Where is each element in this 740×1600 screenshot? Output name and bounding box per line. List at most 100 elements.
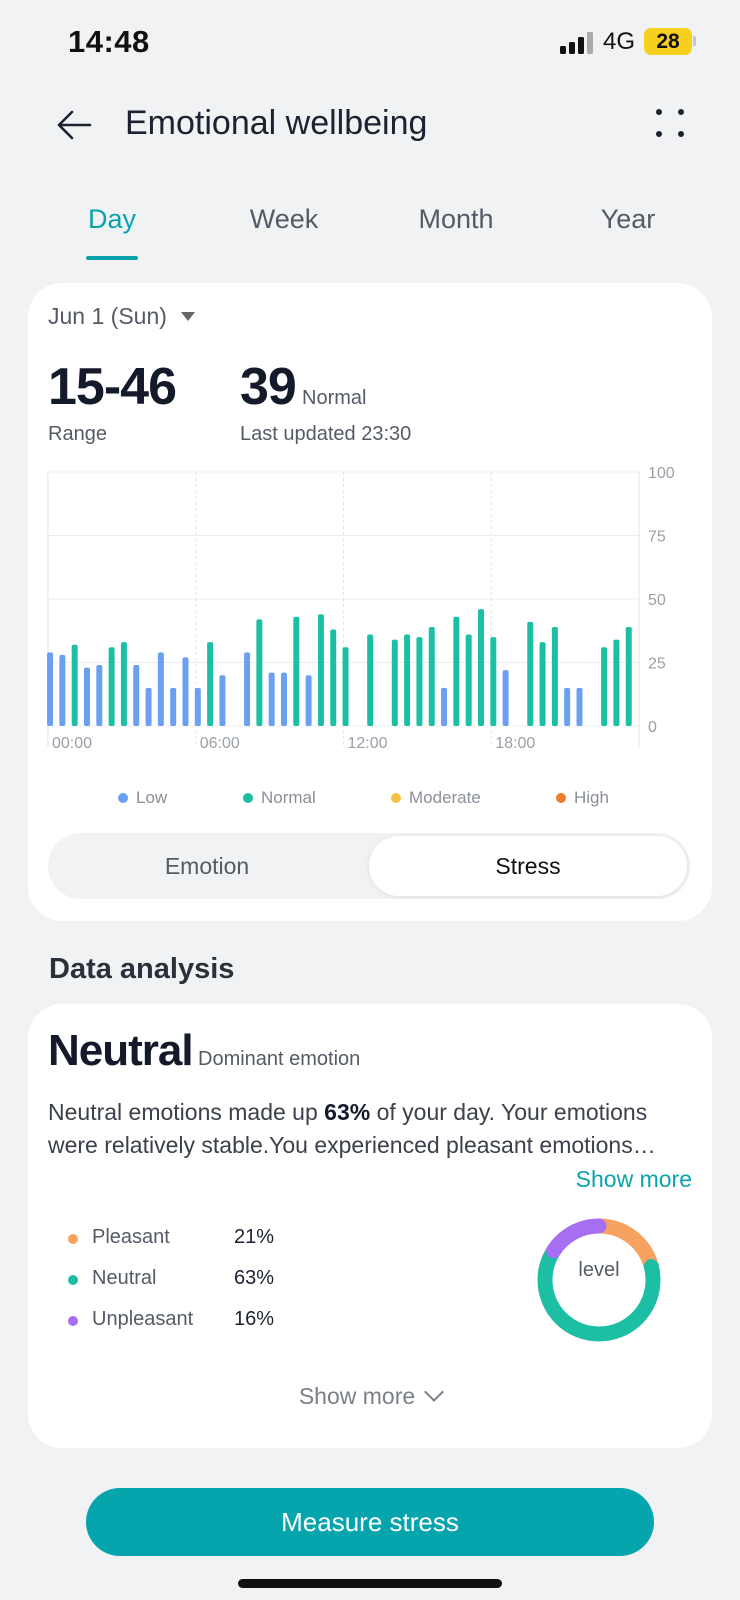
- stress-bar-normal: [256, 619, 263, 726]
- stress-chart: 0 25 50 75 100 00:00 06:00 12:00 18:00: [47, 465, 675, 752]
- legend-dot-moderate: [391, 793, 401, 803]
- donut-segment-neutral: [537, 1218, 661, 1342]
- stress-bar-normal: [367, 634, 374, 726]
- stress-bar-low: [305, 675, 312, 726]
- x-tick-label: 00:00: [52, 735, 92, 752]
- emotion-breakdown: Pleasant 21% Neutral 63% Unpleasant 16%: [66, 1226, 326, 1349]
- back-button[interactable]: [52, 102, 98, 148]
- donut-segment-unpleasant: [537, 1218, 661, 1342]
- legend-low: Low: [118, 788, 167, 808]
- tab-year[interactable]: Year: [600, 204, 656, 234]
- stress-bar-normal: [207, 642, 214, 726]
- unpleasant-dot: [68, 1316, 78, 1326]
- stress-bar-low: [170, 687, 177, 726]
- toggle-emotion[interactable]: Emotion: [164, 853, 250, 879]
- legend-label-low: Low: [136, 788, 168, 807]
- legend-label-moderate: Moderate: [409, 788, 481, 807]
- show-more-link[interactable]: Show more: [575, 1166, 692, 1192]
- analysis-card: Neutral Dominant emotion Neutral emotion…: [28, 1004, 712, 1448]
- measure-stress-button[interactable]: Measure stress: [86, 1488, 654, 1556]
- caret-down-icon: [180, 312, 195, 321]
- legend-moderate: Moderate: [391, 788, 481, 808]
- legend-normal: Normal: [243, 788, 316, 808]
- chevron-down-icon: [424, 1382, 445, 1402]
- stress-bar-normal: [120, 642, 127, 726]
- stress-bar-normal: [108, 647, 115, 726]
- summary-pre: Neutral emotions made up: [48, 1099, 325, 1125]
- dominant-emotion: Neutral: [48, 1026, 194, 1075]
- x-tick-label: 12:00: [348, 735, 388, 752]
- stress-bar-low: [194, 687, 201, 726]
- summary-line-2: were relatively stable.You experienced p…: [48, 1132, 656, 1158]
- home-indicator: [238, 1579, 502, 1588]
- current-value: 39: [240, 358, 297, 416]
- toggle-stress[interactable]: Stress: [369, 836, 687, 896]
- emotion-label: Unpleasant: [92, 1308, 194, 1330]
- emotion-donut-chart: [537, 1218, 661, 1342]
- emotion-label: Pleasant: [92, 1226, 170, 1248]
- chart-legend: Low Normal Moderate High: [28, 788, 712, 818]
- period-tabs: Day Week Month Year: [26, 196, 714, 260]
- y-tick-label: 25: [648, 656, 666, 673]
- stress-bar-low: [564, 687, 571, 726]
- range-value: 15-46: [48, 358, 177, 416]
- x-tick-label: 18:00: [495, 735, 535, 752]
- stress-bar-normal: [416, 637, 423, 726]
- y-tick-label: 75: [648, 529, 666, 546]
- legend-label-high: High: [574, 788, 609, 807]
- stress-bar-low: [219, 675, 226, 726]
- stress-summary-card: Jun 1 (Sun) 15-46 Range 39 Normal Last u…: [28, 283, 712, 921]
- tab-month[interactable]: Month: [418, 204, 494, 234]
- tab-day[interactable]: Day: [26, 196, 198, 260]
- more-button[interactable]: [656, 107, 692, 143]
- stress-bar-normal: [465, 634, 472, 726]
- stress-bar-normal: [342, 647, 349, 726]
- network-label: 4G: [603, 28, 636, 55]
- legend-dot-high: [556, 793, 566, 803]
- tab-week[interactable]: Week: [249, 204, 319, 234]
- status-time: 14:48: [68, 24, 150, 59]
- page-title: Emotional wellbeing: [125, 104, 428, 142]
- last-updated: Last updated 23:30: [240, 423, 412, 445]
- emotion-pct: 21%: [234, 1226, 275, 1248]
- battery-icon: 28: [644, 28, 692, 55]
- emotion-row-pleasant: Pleasant 21%: [66, 1226, 326, 1267]
- y-tick-label: 0: [648, 719, 657, 736]
- stress-bar-normal: [613, 639, 620, 726]
- legend-label-normal: Normal: [261, 788, 316, 807]
- section-title: Data analysis: [49, 953, 235, 985]
- stress-bar-low: [47, 652, 54, 726]
- stress-bar-low: [59, 654, 66, 726]
- y-tick-label: 100: [648, 465, 675, 482]
- stress-bar-normal: [527, 621, 534, 726]
- neutral-dot: [68, 1275, 78, 1285]
- legend-high: High: [556, 788, 609, 808]
- stress-bar-normal: [625, 626, 632, 726]
- show-more-label: Show more: [298, 1383, 416, 1409]
- donut-label: level: [578, 1259, 620, 1281]
- stress-bar-normal: [317, 614, 324, 726]
- emotion-pct: 16%: [234, 1308, 275, 1330]
- emotion-label: Neutral: [92, 1267, 157, 1289]
- stress-bar-normal: [404, 634, 411, 726]
- emotion-pct: 63%: [234, 1267, 275, 1289]
- stress-bar-normal: [477, 609, 484, 726]
- x-tick-label: 06:00: [200, 735, 240, 752]
- stress-bar-normal: [391, 639, 398, 726]
- show-more-button[interactable]: Show more: [28, 1382, 712, 1410]
- stress-bar-low: [268, 672, 275, 726]
- stress-bar-low: [244, 652, 251, 726]
- battery-tip: [693, 36, 696, 46]
- legend-dot-normal: [243, 793, 253, 803]
- stress-bar-normal: [330, 629, 337, 726]
- emotion-row-unpleasant: Unpleasant 16%: [66, 1308, 326, 1349]
- stress-bar-low: [133, 665, 140, 726]
- signal-icon: [560, 32, 594, 54]
- stress-bar-low: [441, 687, 448, 726]
- emotion-stress-toggle: Emotion Stress: [48, 833, 690, 899]
- stress-bar-low: [83, 667, 90, 726]
- stress-bar-low: [182, 657, 189, 726]
- date-selector[interactable]: Jun 1 (Sun): [48, 303, 195, 330]
- stress-bar-normal: [601, 647, 608, 726]
- header: Emotional wellbeing: [0, 90, 740, 160]
